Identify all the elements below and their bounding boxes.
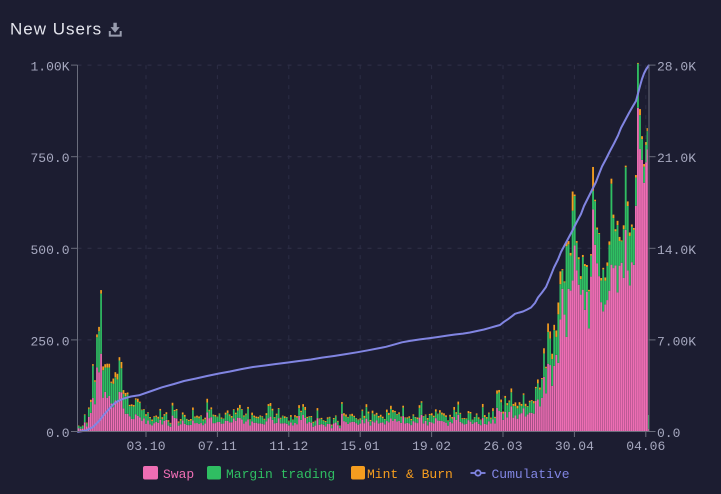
svg-text:04.06: 04.06: [626, 439, 665, 454]
svg-text:14.0K: 14.0K: [657, 243, 696, 258]
svg-text:19.02: 19.02: [412, 439, 451, 454]
svg-text:Mint & Burn: Mint & Burn: [367, 467, 453, 482]
svg-text:07.11: 07.11: [198, 439, 237, 454]
svg-text:26.03: 26.03: [483, 439, 522, 454]
svg-text:15.01: 15.01: [341, 439, 380, 454]
svg-text:750.0: 750.0: [30, 151, 69, 166]
svg-text:500.0: 500.0: [30, 243, 69, 258]
svg-text:0.0: 0.0: [46, 426, 69, 441]
svg-text:30.04: 30.04: [555, 439, 594, 454]
svg-text:7.00K: 7.00K: [657, 334, 696, 349]
svg-text:New Users: New Users: [10, 20, 102, 39]
svg-text:21.0K: 21.0K: [657, 151, 696, 166]
svg-text:Margin trading: Margin trading: [226, 467, 335, 482]
svg-text:Swap: Swap: [163, 467, 194, 482]
svg-text:Cumulative: Cumulative: [492, 467, 570, 482]
svg-text:03.10: 03.10: [126, 439, 165, 454]
svg-text:11.12: 11.12: [269, 439, 308, 454]
svg-text:1.00K: 1.00K: [30, 60, 69, 75]
svg-text:28.0K: 28.0K: [657, 60, 696, 75]
svg-text:0.0: 0.0: [657, 426, 680, 441]
svg-text:250.0: 250.0: [30, 334, 69, 349]
